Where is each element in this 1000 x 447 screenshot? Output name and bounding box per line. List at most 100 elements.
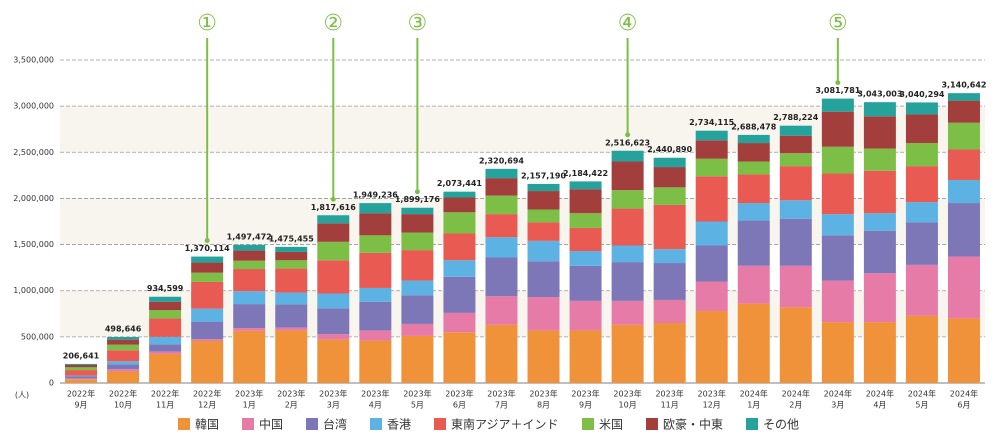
- bar-segment: [359, 287, 392, 302]
- bar-segment: [233, 304, 266, 329]
- bar-segment: [275, 260, 308, 269]
- total-label: 1,370,114: [185, 244, 230, 253]
- x-tick-label: 6月: [453, 401, 466, 410]
- bar-segment: [653, 157, 686, 168]
- bar-segment: [653, 263, 686, 300]
- bar-segment: [947, 93, 980, 101]
- bar-segment: [779, 135, 812, 154]
- bar-segment: [779, 218, 812, 266]
- bar-segment: [779, 125, 812, 136]
- bar-segment: [65, 363, 98, 366]
- bar-segment: [569, 189, 602, 214]
- bar-segment: [485, 178, 518, 196]
- total-label: 1,817,616: [311, 203, 356, 212]
- total-label: 206,641: [63, 351, 100, 360]
- bar-segment: [863, 116, 896, 149]
- bar-segment: [737, 303, 770, 383]
- bar-segment: [947, 149, 980, 180]
- bar-segment: [737, 220, 770, 266]
- bar-segment: [779, 265, 812, 308]
- x-tick-label: 4月: [369, 401, 382, 410]
- bar-segment: [779, 166, 812, 201]
- bar-segment: [611, 150, 644, 162]
- x-tick-label: 4月: [873, 401, 886, 410]
- annotation-label: ③: [408, 11, 428, 36]
- bar-segment: [317, 223, 350, 242]
- bar-segment: [821, 214, 854, 236]
- x-tick-label: 2022年: [67, 389, 95, 399]
- bar-segment: [821, 146, 854, 174]
- bar-segment: [359, 330, 392, 341]
- legend-label: 台湾: [323, 417, 347, 432]
- bar-segment: [485, 257, 518, 297]
- annotation-label: ②: [323, 11, 343, 36]
- total-label: 498,646: [105, 324, 142, 333]
- bar-segment: [317, 293, 350, 309]
- bar-segment: [569, 265, 602, 301]
- x-tick-label: 2023年: [361, 389, 389, 399]
- legend-swatch: [582, 418, 594, 430]
- bar-segment: [107, 369, 140, 372]
- bar-segment: [401, 207, 434, 215]
- bar-segment: [107, 336, 140, 340]
- bar-segment: [737, 174, 770, 204]
- bar-segment: [905, 315, 938, 383]
- total-label: 1,899,176: [395, 195, 440, 204]
- bar-segment: [317, 308, 350, 335]
- bar-segment: [317, 334, 350, 340]
- legend-swatch: [746, 418, 758, 430]
- x-tick-label: 2023年: [319, 389, 347, 399]
- x-tick-label: 2023年: [613, 389, 641, 399]
- total-label: 2,516,623: [605, 138, 650, 147]
- bar-segment: [317, 339, 350, 383]
- total-label: 934,599: [147, 284, 184, 293]
- bar-segment: [863, 230, 896, 274]
- x-tick-label: 2023年: [235, 389, 263, 399]
- bar-segment: [611, 300, 644, 325]
- bar-segment: [443, 191, 476, 198]
- bar-segment: [443, 276, 476, 313]
- legend-label: その他: [763, 418, 799, 432]
- bar-segment: [695, 221, 728, 246]
- bar-segment: [443, 332, 476, 383]
- bar-segment: [779, 200, 812, 219]
- total-label: 1,475,455: [269, 234, 314, 243]
- bar-segment: [485, 296, 518, 325]
- bar-segment: [317, 215, 350, 224]
- bar-segment: [401, 335, 434, 383]
- legend-swatch: [178, 418, 190, 430]
- bar-segment: [401, 232, 434, 251]
- legend-swatch: [646, 418, 658, 430]
- x-tick-label: 5月: [915, 401, 928, 410]
- bar-segment: [317, 260, 350, 294]
- bar-segment: [191, 341, 224, 383]
- bar-segment: [527, 261, 560, 298]
- bar-segment: [485, 237, 518, 258]
- bar-segment: [275, 330, 308, 383]
- bar-segment: [107, 364, 140, 370]
- bar-segment: [191, 256, 224, 263]
- bar-segment: [401, 280, 434, 296]
- bar-segment: [569, 251, 602, 266]
- bar-segment: [905, 114, 938, 144]
- x-tick-label: 2023年: [277, 389, 305, 399]
- bar-segment: [947, 179, 980, 204]
- bar-segment: [947, 318, 980, 383]
- bar-segment: [191, 281, 224, 309]
- x-tick-label: 12月: [198, 401, 216, 410]
- x-tick-label: 11月: [156, 401, 174, 410]
- bar-segment: [527, 330, 560, 383]
- bar-segment: [527, 183, 560, 192]
- bar-segment: [401, 295, 434, 324]
- bar-segment: [695, 311, 728, 383]
- total-label: 2,157,190: [521, 171, 566, 180]
- annotation-dot: [204, 238, 210, 244]
- bar-segment: [233, 269, 266, 292]
- bar-segment: [695, 281, 728, 312]
- annotation-label: ④: [618, 11, 638, 36]
- bar-segment: [947, 203, 980, 257]
- bar-segment: [905, 102, 938, 115]
- bar-segment: [737, 203, 770, 221]
- bar-segment: [737, 161, 770, 175]
- bar-segment: [191, 262, 224, 273]
